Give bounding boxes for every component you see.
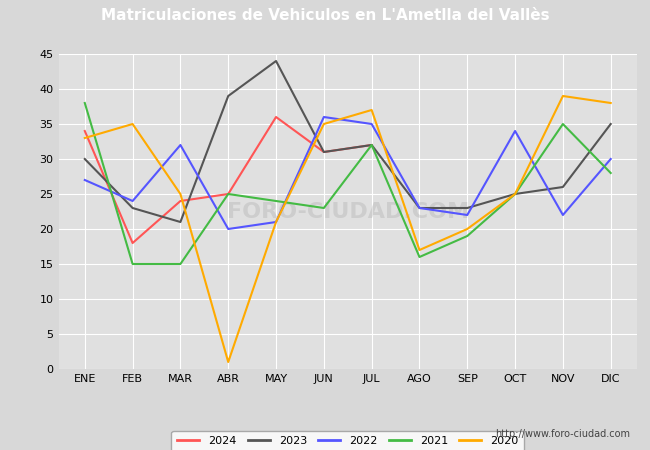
Text: Matriculaciones de Vehiculos en L'Ametlla del Vallès: Matriculaciones de Vehiculos en L'Ametll…	[101, 8, 549, 23]
Text: FORO-CIUDAD.COM: FORO-CIUDAD.COM	[227, 202, 469, 221]
Legend: 2024, 2023, 2022, 2021, 2020: 2024, 2023, 2022, 2021, 2020	[172, 431, 524, 450]
Text: http://www.foro-ciudad.com: http://www.foro-ciudad.com	[495, 429, 630, 439]
